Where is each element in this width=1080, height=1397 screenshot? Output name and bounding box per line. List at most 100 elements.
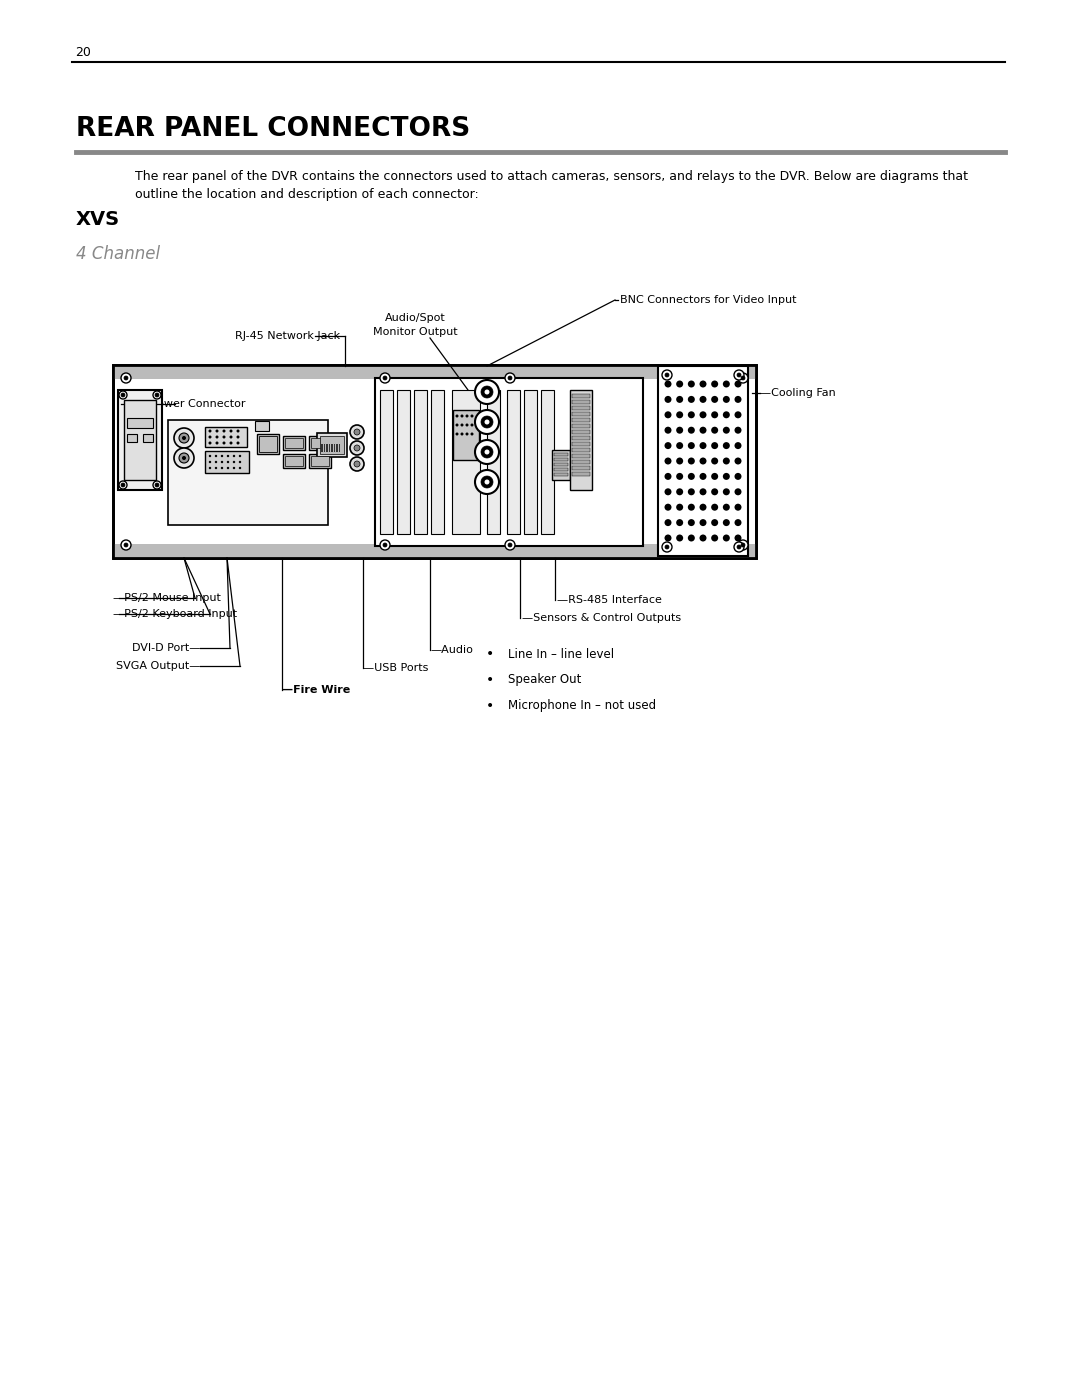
Circle shape bbox=[475, 440, 499, 464]
Circle shape bbox=[350, 441, 364, 455]
Circle shape bbox=[688, 395, 694, 402]
Circle shape bbox=[664, 441, 672, 448]
Text: —Cooling Fan: —Cooling Fan bbox=[760, 388, 836, 398]
Circle shape bbox=[183, 455, 186, 460]
Circle shape bbox=[723, 441, 730, 448]
Circle shape bbox=[174, 427, 194, 448]
Circle shape bbox=[688, 426, 694, 433]
Circle shape bbox=[676, 535, 684, 542]
Text: outline the location and description of each connector:: outline the location and description of … bbox=[135, 189, 478, 201]
Circle shape bbox=[664, 504, 672, 511]
Circle shape bbox=[711, 520, 718, 527]
Circle shape bbox=[711, 441, 718, 448]
Circle shape bbox=[676, 426, 684, 433]
Bar bbox=[113, 365, 756, 557]
Text: 20: 20 bbox=[75, 46, 91, 59]
Circle shape bbox=[734, 535, 742, 542]
Circle shape bbox=[723, 520, 730, 527]
Circle shape bbox=[229, 436, 232, 439]
Bar bbox=[311, 455, 329, 467]
Circle shape bbox=[711, 426, 718, 433]
Bar bbox=[552, 450, 570, 481]
Text: •: • bbox=[486, 698, 495, 712]
Text: BNC Connectors for Video Input: BNC Connectors for Video Input bbox=[620, 295, 797, 305]
Bar bbox=[118, 390, 162, 490]
Bar bbox=[205, 451, 249, 474]
Circle shape bbox=[471, 423, 473, 426]
Bar bbox=[113, 543, 756, 557]
Circle shape bbox=[700, 504, 706, 511]
Circle shape bbox=[481, 446, 492, 458]
Circle shape bbox=[664, 489, 672, 496]
Circle shape bbox=[688, 411, 694, 418]
Circle shape bbox=[662, 370, 672, 380]
Circle shape bbox=[460, 415, 463, 418]
Bar bbox=[311, 439, 329, 448]
Bar bbox=[321, 444, 323, 453]
Bar bbox=[572, 394, 590, 398]
Bar bbox=[168, 420, 328, 525]
Bar bbox=[257, 434, 279, 454]
Circle shape bbox=[688, 380, 694, 387]
Bar bbox=[318, 433, 347, 457]
Circle shape bbox=[688, 489, 694, 496]
Circle shape bbox=[456, 433, 459, 436]
Bar bbox=[572, 454, 590, 457]
Circle shape bbox=[700, 441, 706, 448]
Circle shape bbox=[471, 415, 473, 418]
Text: •: • bbox=[486, 673, 495, 687]
Bar bbox=[572, 412, 590, 415]
Circle shape bbox=[220, 461, 224, 464]
Circle shape bbox=[711, 474, 718, 481]
Circle shape bbox=[700, 520, 706, 527]
Circle shape bbox=[688, 441, 694, 448]
Circle shape bbox=[505, 541, 515, 550]
Circle shape bbox=[380, 541, 390, 550]
Circle shape bbox=[711, 535, 718, 542]
Circle shape bbox=[239, 467, 241, 469]
Circle shape bbox=[119, 481, 127, 489]
Bar bbox=[507, 390, 519, 534]
Circle shape bbox=[676, 520, 684, 527]
Text: RJ-45 Network Jack: RJ-45 Network Jack bbox=[235, 331, 340, 341]
Text: —Audio: —Audio bbox=[430, 645, 473, 655]
Circle shape bbox=[723, 426, 730, 433]
Circle shape bbox=[465, 415, 469, 418]
Bar bbox=[380, 390, 393, 534]
Bar bbox=[127, 434, 137, 441]
Circle shape bbox=[664, 411, 672, 418]
Bar bbox=[572, 448, 590, 451]
Circle shape bbox=[229, 441, 232, 444]
Bar bbox=[259, 436, 276, 453]
Circle shape bbox=[481, 476, 492, 488]
Circle shape bbox=[738, 541, 748, 550]
Circle shape bbox=[711, 380, 718, 387]
Circle shape bbox=[505, 373, 515, 383]
Circle shape bbox=[475, 380, 499, 404]
Circle shape bbox=[485, 479, 489, 485]
Text: —USB Ports: —USB Ports bbox=[363, 664, 429, 673]
Bar bbox=[572, 441, 590, 446]
Bar bbox=[572, 400, 590, 404]
Circle shape bbox=[233, 467, 235, 469]
Circle shape bbox=[153, 391, 161, 400]
Circle shape bbox=[119, 391, 127, 400]
Text: —PS/2 Keyboard Input: —PS/2 Keyboard Input bbox=[113, 609, 238, 619]
Text: Line In – line level: Line In – line level bbox=[508, 647, 615, 661]
Circle shape bbox=[723, 489, 730, 496]
Circle shape bbox=[208, 436, 212, 439]
Circle shape bbox=[215, 461, 217, 464]
Circle shape bbox=[215, 467, 217, 469]
Circle shape bbox=[354, 461, 360, 467]
Circle shape bbox=[700, 411, 706, 418]
Circle shape bbox=[676, 474, 684, 481]
Circle shape bbox=[220, 455, 224, 457]
Circle shape bbox=[711, 504, 718, 511]
Bar bbox=[431, 390, 444, 534]
Text: Audio/Spot: Audio/Spot bbox=[384, 313, 445, 323]
Bar bbox=[572, 407, 590, 409]
Circle shape bbox=[662, 542, 672, 552]
Text: REAR PANEL CONNECTORS: REAR PANEL CONNECTORS bbox=[76, 116, 470, 142]
Circle shape bbox=[741, 543, 745, 548]
Bar bbox=[326, 444, 327, 453]
